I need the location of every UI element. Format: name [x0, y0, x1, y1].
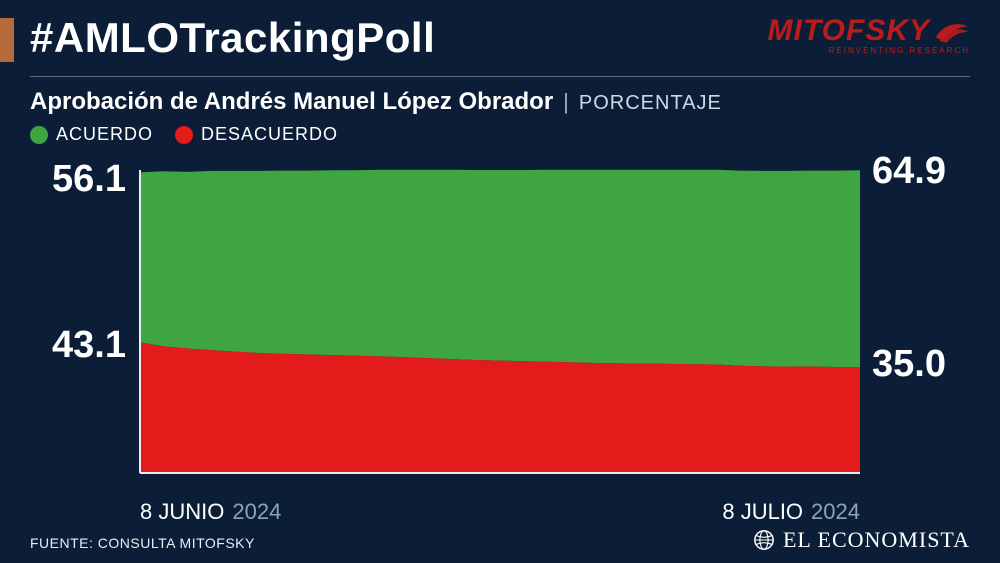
x-start-year: 2024 — [232, 499, 281, 525]
legend-item-disagree: DESACUERDO — [175, 124, 338, 145]
x-axis-end: 8 JULIO 2024 — [722, 499, 860, 525]
legend: ACUERDO DESACUERDO — [30, 124, 338, 145]
x-end-date: 8 JULIO — [722, 499, 803, 525]
chart-subtitle: Aprobación de Andrés Manuel López Obrado… — [30, 88, 553, 116]
value-label-disagree-start: 43.1 — [52, 324, 126, 367]
x-end-year: 2024 — [811, 499, 860, 525]
legend-label-disagree: DESACUERDO — [201, 124, 338, 145]
legend-dot-disagree — [175, 126, 193, 144]
value-label-agree-start: 56.1 — [52, 158, 126, 201]
area-chart-svg — [30, 160, 970, 493]
x-start-date: 8 JUNIO — [140, 499, 224, 525]
subtitle-separator: | — [563, 89, 569, 115]
subtitle-row: Aprobación de Andrés Manuel López Obrado… — [30, 88, 722, 116]
header-divider — [30, 76, 970, 77]
brand-name: MITOFSKY — [768, 14, 930, 48]
chart: 56.1 43.1 64.9 35.0 — [30, 160, 970, 493]
publisher: EL ECONOMISTA — [753, 527, 970, 553]
publisher-name: EL ECONOMISTA — [783, 527, 970, 553]
legend-item-agree: ACUERDO — [30, 124, 153, 145]
accent-bar — [0, 18, 14, 62]
brand-block: MITOFSKY REINVENTING RESEARCH — [768, 14, 970, 55]
legend-dot-agree — [30, 126, 48, 144]
metric-label: PORCENTAJE — [579, 92, 722, 115]
x-axis-start: 8 JUNIO 2024 — [140, 499, 281, 525]
x-axis-labels: 8 JUNIO 2024 8 JULIO 2024 — [30, 499, 970, 525]
brand-swoosh-icon — [934, 16, 970, 46]
legend-label-agree: ACUERDO — [56, 124, 153, 145]
globe-icon — [753, 529, 775, 551]
source-text: FUENTE: CONSULTA MITOFSKY — [30, 535, 255, 551]
value-label-disagree-end: 35.0 — [872, 343, 946, 386]
page-title: #AMLOTrackingPoll — [30, 14, 435, 62]
value-label-agree-end: 64.9 — [872, 150, 946, 193]
